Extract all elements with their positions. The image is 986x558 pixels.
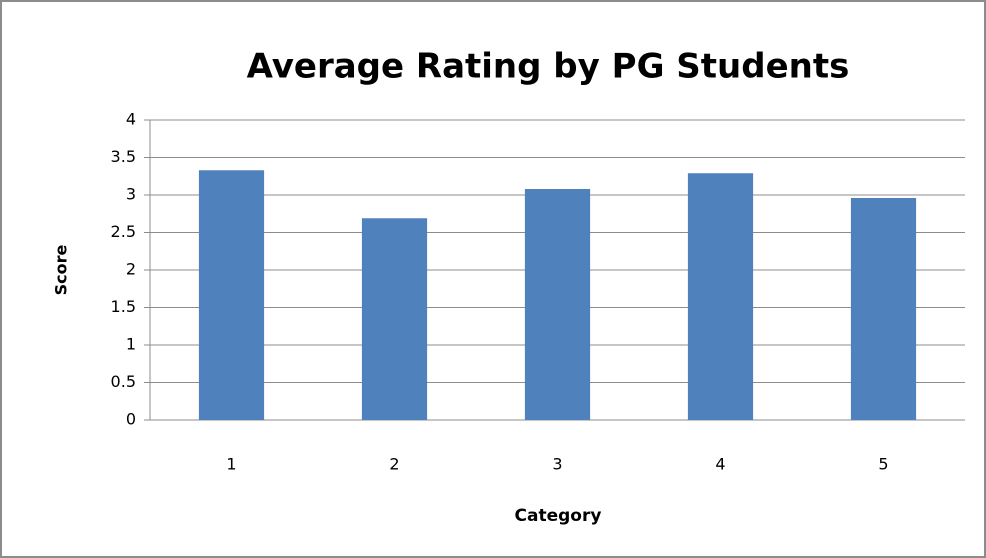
y-tick-label: 2 bbox=[126, 260, 136, 279]
chart-title: Average Rating by PG Students bbox=[247, 47, 850, 87]
x-tick-label: 2 bbox=[389, 455, 399, 474]
y-tick-label: 4 bbox=[126, 110, 136, 129]
y-tick-label: 0 bbox=[126, 410, 136, 429]
y-tick-label: 3 bbox=[126, 185, 136, 204]
x-tick-label: 1 bbox=[226, 455, 236, 474]
bar bbox=[198, 170, 265, 420]
x-tick-label: 3 bbox=[552, 455, 562, 474]
y-tick-label: 0.5 bbox=[111, 372, 136, 391]
y-tick-label: 1 bbox=[126, 335, 136, 354]
bar bbox=[361, 218, 428, 420]
bar bbox=[524, 189, 591, 420]
bar bbox=[850, 198, 917, 420]
bar bbox=[687, 173, 754, 420]
x-tick-label: 5 bbox=[878, 455, 888, 474]
y-tick-label: 2.5 bbox=[111, 222, 136, 241]
x-axis-label: Category bbox=[515, 506, 602, 526]
y-tick-label: 1.5 bbox=[111, 297, 136, 316]
x-tick-label: 4 bbox=[715, 455, 725, 474]
y-axis-label: Score bbox=[52, 244, 71, 295]
y-tick-label: 3.5 bbox=[111, 147, 136, 166]
